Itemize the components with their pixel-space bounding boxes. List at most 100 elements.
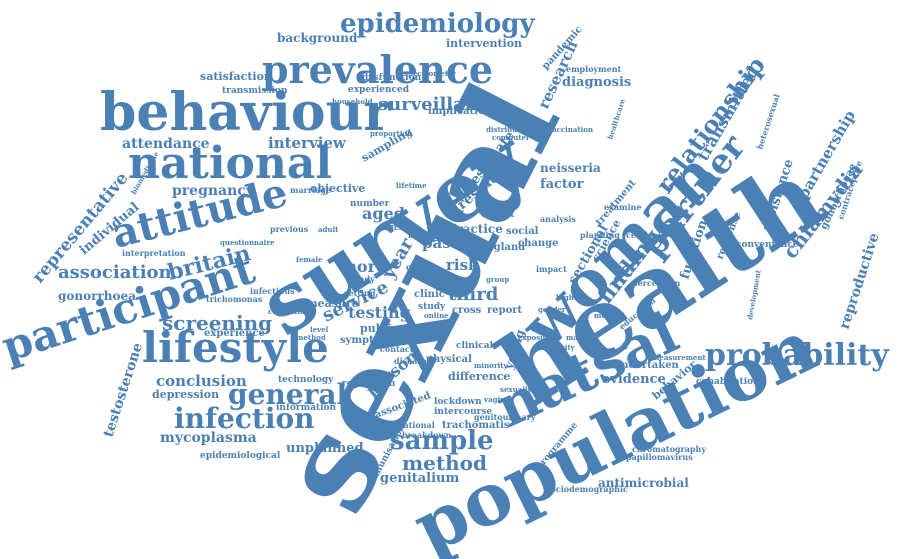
word: technology <box>278 375 334 385</box>
word: pregnancy <box>172 183 255 199</box>
word: exposure <box>518 333 554 342</box>
word: social <box>506 226 539 237</box>
word: satisfaction <box>200 70 272 83</box>
word: breakdown <box>402 430 451 440</box>
word: contact <box>380 344 414 354</box>
word: adult <box>318 225 339 234</box>
word: computer <box>492 133 530 142</box>
word: minority <box>474 361 508 370</box>
word: england <box>480 242 525 253</box>
word: higher <box>556 293 582 302</box>
word: cervical <box>626 230 661 240</box>
word: factor <box>540 177 584 192</box>
word: attendance <box>122 136 210 152</box>
word: trachomatis <box>442 420 510 431</box>
word: testing <box>348 303 411 322</box>
word: sociodemographic <box>546 484 628 494</box>
word: trichomonas <box>206 294 263 304</box>
word: measure <box>306 297 359 310</box>
word: impact <box>536 264 567 274</box>
word: objective <box>310 182 365 195</box>
word: depression <box>152 388 219 401</box>
word: disease <box>394 356 427 366</box>
word: probability <box>705 338 890 373</box>
word: surveillance <box>378 94 500 115</box>
word: prevalence <box>262 47 493 92</box>
word: clinical <box>456 341 494 351</box>
word: recreational <box>380 420 435 430</box>
word: marriage <box>290 185 331 195</box>
word: unplanned <box>286 441 364 456</box>
word: household <box>332 97 373 106</box>
word: infection <box>174 402 315 435</box>
word: steady <box>346 274 375 284</box>
word: genitalium <box>380 471 460 486</box>
word: planning <box>580 230 620 240</box>
word: intercourse <box>434 407 492 417</box>
word: employment <box>566 64 622 74</box>
word: female <box>296 255 323 264</box>
word: experienced <box>348 85 410 95</box>
word: regression <box>342 379 396 389</box>
word: gonorrhoea <box>58 289 136 303</box>
word: national <box>128 138 332 189</box>
word: unsafe <box>384 223 418 233</box>
word: previous <box>270 224 309 234</box>
word: dysfunction <box>362 73 422 83</box>
word: quality <box>406 262 437 272</box>
word: chromatography <box>632 444 706 454</box>
word: mycoplasma <box>160 430 257 446</box>
word: intervention <box>446 37 522 50</box>
word: information <box>276 403 337 413</box>
word: interpretation <box>122 248 186 258</box>
word: implication <box>428 106 493 117</box>
word: undertaken <box>614 360 680 371</box>
word: screening <box>162 311 272 335</box>
word: recent <box>482 210 515 220</box>
word: risk <box>446 256 479 274</box>
word: group <box>486 275 509 284</box>
word: number <box>350 199 390 209</box>
word: lockdown <box>434 397 482 407</box>
word: diagnosis <box>562 75 631 90</box>
word: symptom <box>340 335 391 346</box>
word: epidemiology <box>340 9 535 39</box>
word: more <box>340 257 386 276</box>
word: background <box>277 31 358 45</box>
word: healthcare <box>605 97 627 140</box>
word: interview <box>268 134 347 152</box>
word: cross <box>452 305 482 316</box>
word: gender <box>538 305 566 314</box>
word: perception <box>632 278 681 288</box>
word: infectious <box>250 286 295 296</box>
word: type <box>442 282 461 292</box>
word: change <box>518 238 558 249</box>
word: setting <box>344 288 376 298</box>
word: clinic <box>414 289 445 300</box>
word: sample <box>390 426 494 456</box>
word: method <box>402 451 487 475</box>
word: papillomavirus <box>626 452 693 462</box>
word: general <box>228 378 347 411</box>
word: distribution <box>486 125 533 134</box>
word: public <box>360 322 399 335</box>
word: vaginal <box>483 395 513 404</box>
word: behaviour <box>100 82 391 143</box>
word: lifetime <box>396 181 427 190</box>
word: cohabitation <box>696 377 760 387</box>
word: medical <box>594 311 625 320</box>
word: difference <box>448 370 510 383</box>
word: practice <box>448 222 503 236</box>
word: sexually <box>500 385 533 394</box>
word: analysis <box>540 214 576 224</box>
word: method <box>296 333 326 342</box>
word: vaccination <box>547 125 593 134</box>
word: study <box>418 302 446 312</box>
word: questionnaire <box>220 238 275 247</box>
word: testosterone <box>101 341 147 439</box>
word: third <box>448 284 499 305</box>
word: genitourinary <box>474 412 536 422</box>
word: month <box>408 231 434 240</box>
word: evidence <box>602 372 666 387</box>
